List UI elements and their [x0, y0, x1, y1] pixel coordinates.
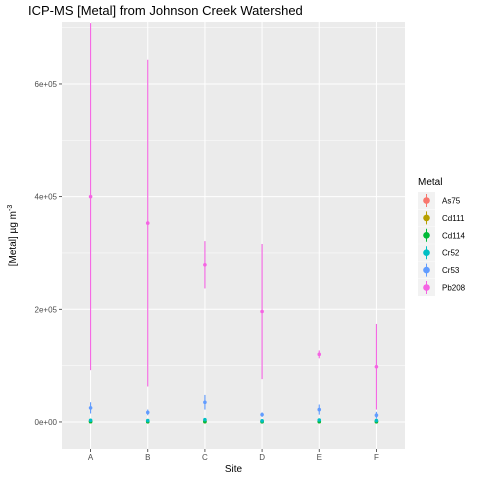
series-cr53	[88, 394, 379, 419]
y-axis-title-main: [Metal] µg m	[8, 211, 19, 266]
data-point	[203, 400, 207, 405]
legend-key-point	[423, 266, 430, 274]
data-point	[374, 364, 379, 369]
legend-label: Cr53	[442, 266, 460, 275]
data-point	[88, 194, 93, 199]
legend-title: Metal	[418, 177, 442, 188]
legend-item-cd111: Cd111	[418, 209, 465, 227]
data-point	[145, 418, 150, 423]
legend-key-point	[423, 249, 430, 256]
data-point	[260, 419, 264, 423]
y-axis-tick-labels: 0e+00 2e+05 4e+05 6e+05	[35, 80, 58, 427]
legend-item-cd114: Cd114	[418, 226, 466, 244]
legend-label: As75	[442, 197, 461, 206]
legend-key-point	[423, 197, 430, 204]
legend-label: Pb208	[442, 284, 466, 293]
data-point	[317, 418, 322, 422]
data-point	[145, 221, 150, 225]
y-axis-title: [Metal] µg m-3	[7, 205, 19, 267]
series-pb208	[88, 23, 379, 410]
axis-ticks	[59, 83, 377, 452]
data-point	[88, 418, 93, 423]
x-axis-tick-labels: A B C D E F	[88, 453, 379, 462]
data-point	[374, 413, 379, 418]
data-point	[88, 406, 93, 410]
legend-label: Cd114	[442, 231, 466, 240]
y-tick-label: 2e+05	[35, 305, 58, 314]
legend-item-as75: As75	[418, 192, 461, 209]
chart-title: ICP-MS [Metal] from Johnson Creek Waters…	[28, 3, 303, 18]
x-axis-title: Site	[225, 464, 243, 475]
x-tick-label: B	[145, 453, 150, 462]
y-axis-title-superscript: -3	[7, 205, 14, 211]
plot-panel	[62, 22, 405, 449]
x-tick-label: C	[202, 453, 208, 462]
x-tick-label: F	[374, 453, 379, 462]
data-point	[374, 418, 379, 423]
data-point	[317, 407, 322, 412]
y-tick-label: 6e+05	[35, 80, 58, 89]
legend-item-cr53: Cr53	[418, 261, 460, 279]
data-point	[203, 417, 207, 422]
data-point	[260, 412, 264, 417]
y-tick-label: 4e+05	[35, 193, 58, 202]
legend-label: Cr52	[442, 249, 460, 258]
series-cr52	[88, 417, 379, 423]
x-tick-label: D	[259, 453, 265, 462]
data-layer	[88, 23, 379, 424]
data-point	[203, 262, 207, 267]
data-point	[145, 410, 150, 415]
legend-key-point	[423, 214, 430, 222]
legend-label: Cd111	[442, 214, 465, 223]
legend-item-pb208: Pb208	[418, 279, 466, 296]
y-tick-label: 0e+00	[35, 418, 58, 427]
x-tick-label: A	[88, 453, 94, 462]
x-tick-label: E	[317, 453, 322, 462]
legend-key-point	[423, 284, 430, 291]
data-point	[260, 309, 264, 314]
legend-key-point	[423, 232, 430, 239]
legend: Metal As75 Cd111 Cd114 Cr52 Cr53 Pb208	[418, 177, 466, 296]
data-point	[317, 352, 322, 357]
legend-item-cr52: Cr52	[418, 244, 460, 262]
